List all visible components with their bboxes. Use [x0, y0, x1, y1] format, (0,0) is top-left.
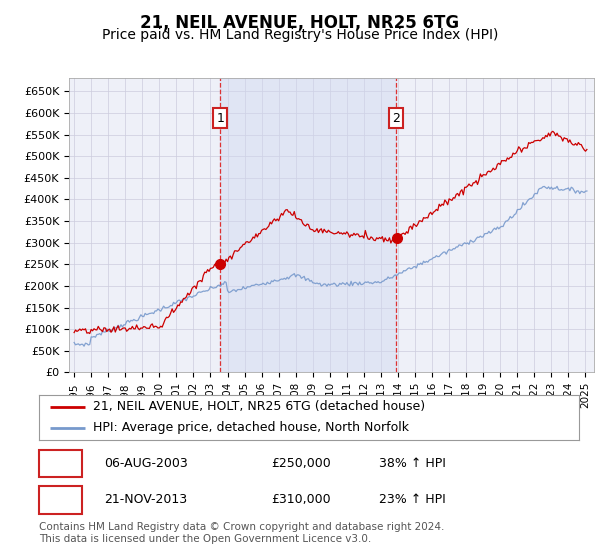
Text: 2: 2: [392, 111, 400, 124]
Text: 38% ↑ HPI: 38% ↑ HPI: [379, 457, 446, 470]
Text: HPI: Average price, detached house, North Norfolk: HPI: Average price, detached house, Nort…: [93, 421, 409, 434]
Text: £250,000: £250,000: [271, 457, 331, 470]
Text: Price paid vs. HM Land Registry's House Price Index (HPI): Price paid vs. HM Land Registry's House …: [102, 28, 498, 42]
Text: 06-AUG-2003: 06-AUG-2003: [104, 457, 188, 470]
Text: 21-NOV-2013: 21-NOV-2013: [104, 493, 187, 506]
Text: 23% ↑ HPI: 23% ↑ HPI: [379, 493, 446, 506]
Text: 1: 1: [56, 457, 65, 470]
Text: 2: 2: [56, 493, 65, 506]
Text: 21, NEIL AVENUE, HOLT, NR25 6TG (detached house): 21, NEIL AVENUE, HOLT, NR25 6TG (detache…: [93, 400, 425, 413]
Text: £310,000: £310,000: [271, 493, 331, 506]
FancyBboxPatch shape: [39, 486, 82, 514]
Text: 21, NEIL AVENUE, HOLT, NR25 6TG: 21, NEIL AVENUE, HOLT, NR25 6TG: [140, 14, 460, 32]
FancyBboxPatch shape: [39, 450, 82, 477]
Bar: [220, 78, 396, 372]
Text: Contains HM Land Registry data © Crown copyright and database right 2024.
This d: Contains HM Land Registry data © Crown c…: [39, 522, 445, 544]
Text: 1: 1: [217, 111, 224, 124]
